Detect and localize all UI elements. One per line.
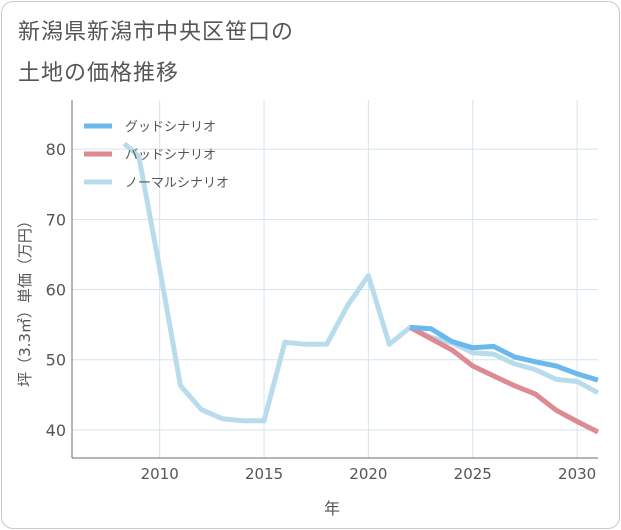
- legend-label-1: グッドシナリオ: [125, 120, 216, 135]
- legend-label-2: バッドシナリオ: [125, 148, 216, 163]
- legend-label-3: ノーマルシナリオ: [125, 176, 229, 191]
- tick-labels: 2010 2015 2020 2025 2030 40 50 60 70 80: [46, 140, 597, 483]
- x-tick-label-2020: 2020: [349, 465, 387, 483]
- y-tick-label-80: 80: [46, 140, 66, 159]
- x-tick-label-2025: 2025: [454, 465, 492, 483]
- y-tick-label-60: 60: [46, 281, 66, 300]
- series-lines: [122, 141, 600, 435]
- series-line-1: [409, 324, 599, 383]
- series-line-3: [122, 141, 600, 424]
- y-axis-label: 坪（3.3㎡）単価（万円）: [16, 213, 34, 387]
- y-tick-label-70: 70: [46, 210, 66, 229]
- chart-title-line-1: 新潟県新潟市中央区笹口の: [18, 20, 295, 45]
- x-tick-label-2010: 2010: [141, 465, 179, 483]
- x-axis-label: 年: [324, 499, 340, 518]
- y-tick-label-50: 50: [46, 351, 66, 370]
- x-tick-label-2030: 2030: [558, 465, 596, 483]
- axes: [71, 100, 598, 459]
- series-line-2: [408, 325, 600, 435]
- x-tick-label-2015: 2015: [245, 465, 283, 483]
- y-tick-label-40: 40: [46, 421, 66, 440]
- chart-title-line-2: 土地の価格推移: [18, 61, 180, 86]
